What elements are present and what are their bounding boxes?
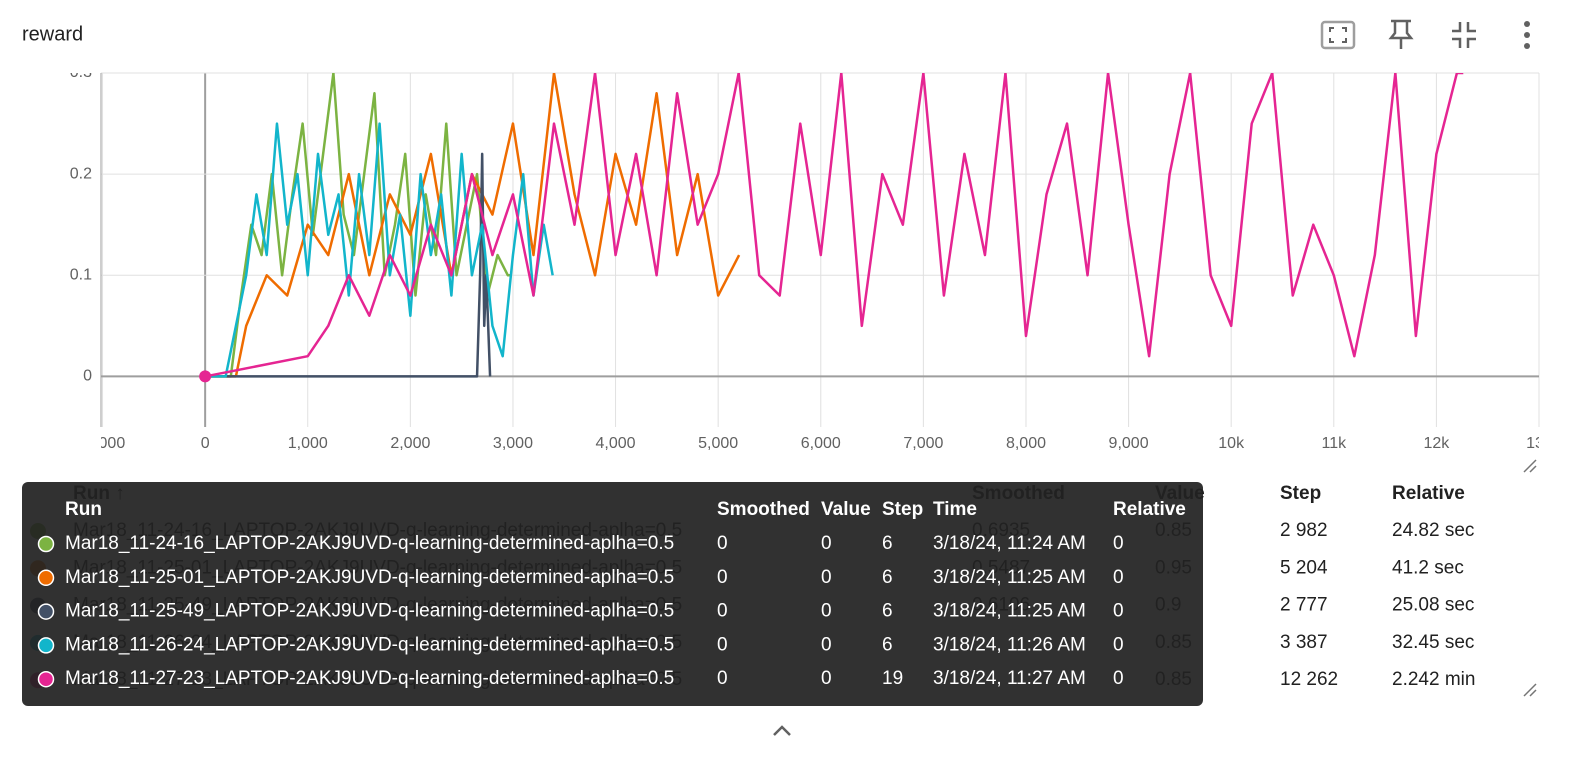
run-color [37,535,55,553]
tooltip-cell: 0 [1113,567,1124,588]
expand-button[interactable] [773,725,791,736]
table-cell: 24.82 sec [1392,520,1474,541]
tooltip-cell: 0 [717,668,728,689]
x-tick-label: 5,000 [698,435,738,452]
tooltip-cell: 3/18/24, 11:27 AM [933,668,1086,689]
y-tick-label: 0.3 [70,64,92,81]
series-line [205,152,492,378]
x-tick-label: 4,000 [596,435,636,452]
table-header: Step [1280,483,1321,504]
tooltip-cell: 19 [882,668,903,689]
tooltip-cell: 0 [717,601,728,622]
tooltip-box [22,482,1203,706]
menu-button[interactable] [1524,21,1530,49]
tooltip-cell: 0 [821,634,832,655]
series-line [205,73,741,378]
run-name: Mar18_11-27-23_LAPTOP-2AKJ9UVD-q-learnin… [65,668,674,689]
resize-handle[interactable] [1523,683,1537,697]
run-name: Mar18_11-25-49_LAPTOP-2AKJ9UVD-q-learnin… [65,601,674,622]
x-tick-label: 11k [1321,435,1347,452]
tooltip-cell: 0 [821,668,832,689]
tooltip-cell: 0 [821,567,832,588]
table-cell: 2 982 [1280,520,1328,541]
x-axis-labels: -1,000 0 1,000 2,000 3,000 4,000 5,000 6,000 7,0… [80,435,1553,452]
x-tick-label: 10k [1218,435,1245,452]
tooltip-cell: 0 [717,634,728,655]
run-name: Mar18_11-24-16_LAPTOP-2AKJ9UVD-q-learnin… [65,533,674,554]
x-tick-label: 9,000 [1109,435,1149,452]
run-name: Mar18_11-26-24_LAPTOP-2AKJ9UVD-q-learnin… [65,634,674,655]
tooltip-cell: 0 [1113,533,1124,554]
tooltip-cell: 0 [1113,634,1124,655]
table-cell: 3 387 [1280,632,1328,653]
series-line [205,122,554,378]
x-tick-label: 0 [201,435,210,452]
x-tick-label: -1,000 [80,435,125,452]
series-line [204,73,1464,378]
y-tick-label: 0 [83,368,92,385]
plot-lines [199,73,1464,383]
series-line [205,73,512,378]
x-tick-label: 8,000 [1006,435,1046,452]
run-color [37,670,55,688]
y-tick-label: 0.2 [70,165,92,182]
tooltip-cell: 3/18/24, 11:24 AM [933,533,1086,554]
table-cell: 2.242 min [1392,669,1475,690]
x-tick-label: 6,000 [801,435,841,452]
card-title: reward [22,23,83,45]
tooltip-cell: 0 [717,533,728,554]
grid [101,72,1540,427]
tooltip-header: Step [882,499,923,520]
fit-button[interactable] [1320,20,1356,50]
tooltip-cell: 3/18/24, 11:25 AM [933,601,1086,622]
x-tick-label: 7,000 [903,435,943,452]
x-tick-label: 3,000 [493,435,533,452]
tooltip-cell: 6 [882,601,893,622]
table-cell: 2 777 [1280,595,1328,616]
tooltip-cell: 0 [1113,601,1124,622]
tooltip-header: Smoothed [717,499,810,520]
tooltip-cell: 6 [882,567,893,588]
tooltip: Run Smoothed Value Step Time Relative Mar18_11… [37,499,1186,689]
run-color [37,603,55,620]
table-cell: 41.2 sec [1392,557,1464,578]
hover-point [199,370,212,383]
tooltip-cell: 6 [882,634,893,655]
tooltip-cell: 0 [717,567,728,588]
table-cell: 5 204 [1280,557,1328,578]
table-cell: 12 262 [1280,669,1338,690]
tooltip-cell: 6 [882,533,893,554]
table-cell: 25.08 sec [1392,595,1474,616]
x-tick-label: 12k [1423,435,1450,452]
table-cell: 32.45 sec [1392,632,1474,653]
tooltip-header: Value [821,499,871,520]
run-color [37,569,55,587]
table-header: Relative [1392,483,1465,504]
x-tick-label: 1,000 [288,435,328,452]
tooltip-cell: 0 [821,601,832,622]
x-tick-label: 2,000 [390,435,430,452]
run-name: Mar18_11-25-01_LAPTOP-2AKJ9UVD-q-learnin… [65,567,674,588]
tooltip-cell: 0 [1113,668,1124,689]
tooltip-cell: 3/18/24, 11:25 AM [933,567,1086,588]
run-color [37,637,55,654]
y-axis-labels: 0 0.1 0.2 0.3 [70,64,92,385]
tooltip-cell: 0 [821,533,832,554]
pin-button[interactable] [1388,19,1414,49]
tooltip-cell: 3/18/24, 11:26 AM [933,634,1086,655]
resize-handle[interactable] [1523,459,1537,473]
x-tick-label: 13k [1526,435,1553,452]
tooltip-header: Time [933,499,977,520]
tooltip-header: Relative [1113,499,1186,520]
toolbar [1320,19,1530,50]
tooltip-header: Run [65,499,102,520]
collapse-button[interactable] [1452,22,1476,48]
y-tick-label: 0.1 [70,267,92,284]
